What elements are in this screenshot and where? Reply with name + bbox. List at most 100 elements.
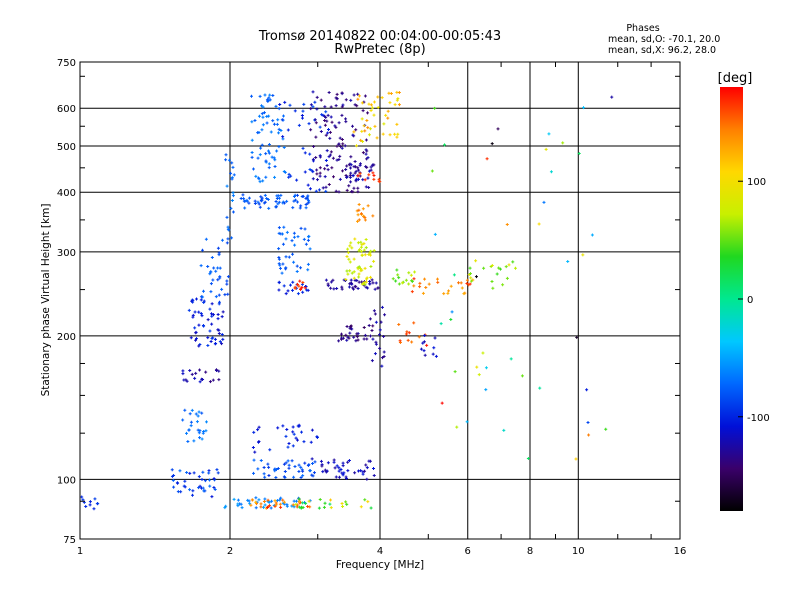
data-point [292,199,296,203]
data-point [526,457,530,461]
data-point [469,276,473,280]
data-point [313,460,317,464]
data-point [299,226,303,230]
data-point [207,471,211,475]
data-point [501,283,505,287]
data-point [351,133,355,137]
data-point [386,109,390,113]
data-point [282,462,286,466]
data-point [265,121,269,125]
data-point [275,122,279,126]
data-point [225,282,229,286]
data-point [496,127,500,131]
y-tick-label: 400 [57,188,76,199]
data-point [468,282,472,286]
data-point [354,144,358,148]
data-point [199,298,203,302]
chart-title: Tromsø 20140822 00:04:00-00:05:43 [258,29,501,44]
data-point [211,336,215,340]
data-point [306,201,310,205]
data-point [257,439,261,443]
data-point [276,118,280,122]
data-point [300,468,304,472]
data-point [194,337,198,341]
data-point [262,499,266,503]
data-point [257,498,261,502]
data-point [468,266,472,270]
data-point [344,278,348,282]
data-point [358,163,362,167]
data-point [353,278,357,282]
data-point [225,279,229,283]
data-point [369,168,373,172]
data-point [261,179,265,183]
data-point [577,151,581,155]
data-point [256,467,260,471]
data-point [367,253,371,257]
data-point [197,431,201,435]
y-tick-label: 75 [63,535,76,546]
data-point [357,202,361,206]
data-point [335,464,339,468]
data-point [277,200,281,204]
data-point [404,332,408,336]
data-point [389,92,393,96]
data-point [315,178,319,182]
data-point [349,155,353,159]
data-point [398,339,402,343]
data-point [484,366,488,370]
data-point [217,253,221,257]
data-point [453,370,457,374]
x-axis-label: Frequency [MHz] [336,559,424,571]
data-point [288,283,292,287]
data-point [311,157,315,161]
data-point [474,275,478,279]
data-point [378,328,382,332]
data-point [261,123,265,127]
data-point [224,153,228,157]
data-point [236,502,240,506]
data-point [257,114,261,118]
data-point [185,431,189,435]
colorbar-tick-label: 100 [747,177,766,188]
data-point [349,278,353,282]
data-point [273,504,277,508]
data-point [334,475,338,479]
data-point [326,461,330,465]
data-point [277,107,281,111]
data-point [302,102,306,106]
data-point [183,408,187,412]
data-point [182,484,186,488]
data-point [364,148,368,152]
data-point [197,344,201,348]
data-point [293,193,297,197]
data-point [477,373,481,377]
data-point [357,280,361,284]
data-point [410,340,414,344]
data-point [306,183,310,187]
data-point [327,128,331,132]
data-point [246,498,250,502]
data-point [298,206,302,210]
data-point [284,237,288,241]
data-point [537,222,541,226]
data-point [224,158,228,162]
data-point [369,275,373,279]
data-point [353,159,357,163]
data-point [348,269,352,273]
data-point [490,280,494,284]
data-point [331,175,335,179]
data-point [395,90,399,94]
data-point [347,257,351,261]
data-point [267,474,271,478]
data-point [250,138,254,142]
data-point [314,156,318,160]
data-point [491,286,495,290]
data-point [393,132,397,136]
data-point [495,272,499,276]
data-point [362,242,366,246]
data-point [214,368,218,372]
data-point [185,379,189,383]
data-point [277,127,281,131]
data-point [368,253,372,257]
